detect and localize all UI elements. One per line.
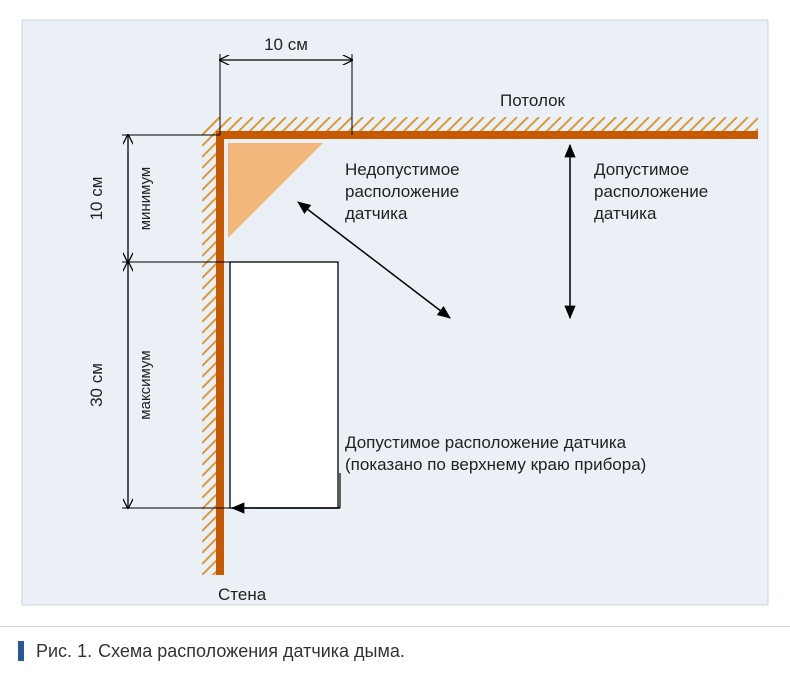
panel-bg xyxy=(22,20,768,605)
label-allowed-ceiling-1: Допустимое xyxy=(594,160,689,179)
dim-left-10-note: минимум xyxy=(137,167,154,230)
caption-marker xyxy=(18,641,24,661)
label-wall: Стена xyxy=(218,585,267,604)
figure-container: 10 см 10 см минимум 30 см максимум Потолок Сте… xyxy=(0,0,790,675)
diagram-svg: 10 см 10 см минимум 30 см максимум Потолок Сте… xyxy=(0,0,790,627)
label-forbidden-3: датчика xyxy=(345,204,408,223)
sensor-box xyxy=(230,262,338,508)
label-allowed-wall-2: (показано по верхнему краю прибора) xyxy=(345,455,646,474)
label-allowed-ceiling-3: датчика xyxy=(594,204,657,223)
label-allowed-ceiling-2: расположение xyxy=(594,182,708,201)
dim-top-label: 10 см xyxy=(264,35,308,54)
caption-text: Схема расположения датчика дыма. xyxy=(98,641,405,662)
label-allowed-wall-1: Допустимое расположение датчика xyxy=(345,433,627,452)
caption-prefix: Рис. 1. xyxy=(36,641,92,662)
dim-left-30-note: максимум xyxy=(137,350,154,419)
dim-left-10-label: 10 см xyxy=(87,177,106,221)
dim-left-30-label: 30 см xyxy=(87,363,106,407)
label-forbidden-1: Недопустимое xyxy=(345,160,460,179)
label-ceiling: Потолок xyxy=(500,91,566,110)
label-forbidden-2: расположение xyxy=(345,182,459,201)
caption-bar: Рис. 1. Схема расположения датчика дыма. xyxy=(0,626,790,675)
